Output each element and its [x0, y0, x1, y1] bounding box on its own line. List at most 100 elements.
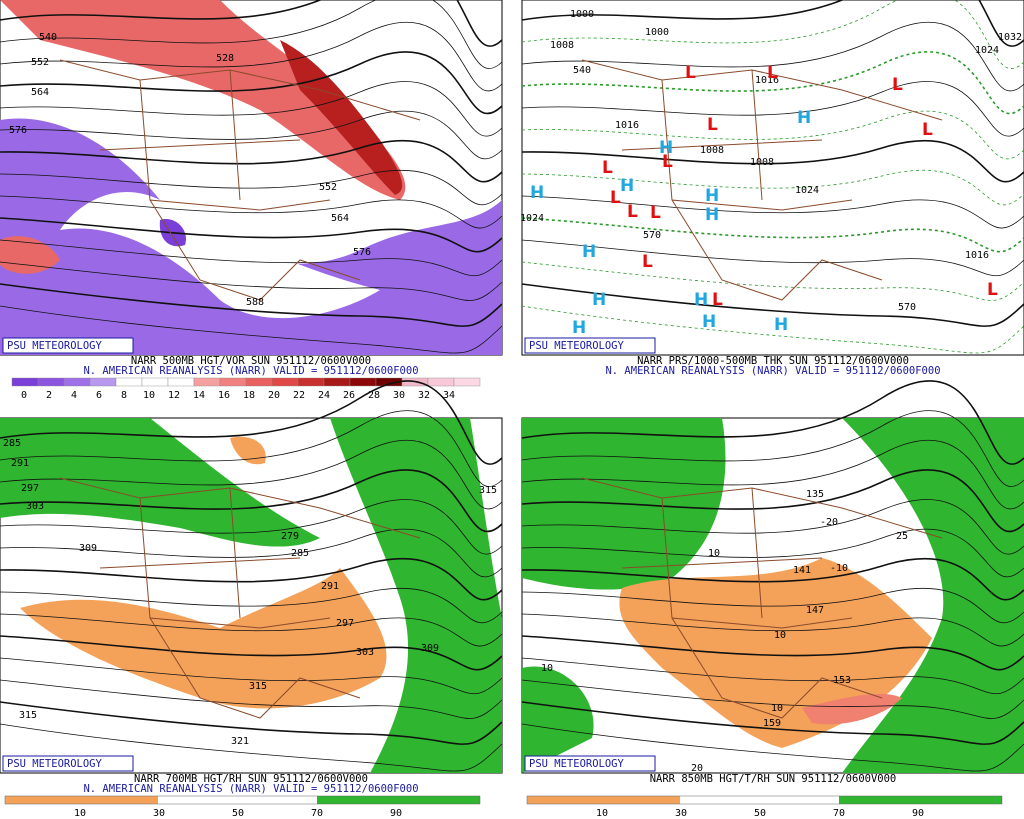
shaded-field — [330, 418, 502, 773]
high-center: H — [797, 108, 811, 128]
shaded-field — [20, 568, 387, 709]
contour-label: 321 — [231, 736, 249, 747]
colorbar-label: 0 — [21, 390, 27, 401]
contour-label: 564 — [331, 213, 349, 224]
contour-line — [0, 0, 503, 47]
colorbar-label: 8 — [121, 390, 127, 401]
contour-label: 1000 — [570, 9, 594, 20]
contour-line — [521, 558, 1024, 601]
colorbar-label: 10 — [74, 808, 86, 819]
colorbar-label: 70 — [311, 808, 323, 819]
contour-line — [0, 261, 503, 301]
contour-label: 309 — [421, 643, 439, 654]
shaded-field — [0, 0, 406, 200]
contour-label: 570 — [643, 230, 661, 241]
colorbar-label: 10 — [143, 390, 155, 401]
map-subtitle: N. AMERICAN REANALYSIS (NARR) VALID = 95… — [83, 365, 418, 377]
map-area — [521, 0, 1024, 356]
contour-line — [521, 51, 1024, 115]
contour-label: 315 — [249, 681, 267, 692]
contour-label: 135 — [806, 489, 824, 500]
contour-label: 540 — [39, 32, 57, 43]
boundaries — [59, 59, 421, 301]
contour-line — [521, 283, 1024, 327]
logo-box — [2, 337, 134, 354]
contour-line — [0, 305, 503, 354]
low-center: L — [650, 203, 661, 223]
contour-line — [521, 701, 1024, 745]
colorbar-label: 50 — [232, 808, 244, 819]
contour-line — [521, 380, 1024, 465]
colorbar-label: 24 — [318, 390, 330, 401]
low-center: L — [922, 120, 933, 140]
low-center: L — [627, 202, 638, 222]
colorbar-segment — [317, 796, 480, 804]
contour-label: 1008 — [700, 145, 724, 156]
contour-line — [521, 0, 1024, 47]
logo: PSU METEOROLOGY — [7, 340, 103, 352]
map-title: NARR PRS/1000-500MB THK SUN 951112/0600V… — [637, 355, 909, 367]
logo: PSU METEOROLOGY — [529, 758, 625, 770]
contour-label: 25 — [896, 531, 908, 542]
low-center: L — [662, 152, 673, 172]
colorbar-label: 28 — [368, 390, 380, 401]
contour-label: 291 — [321, 581, 339, 592]
colorbar-segment — [839, 796, 1002, 804]
contour-label: 303 — [356, 647, 374, 658]
contour-label: 576 — [353, 247, 371, 258]
contour-label: 153 — [833, 675, 851, 686]
map-title: NARR 850MB HGT/T/RH SUN 951112/0600V000 — [650, 773, 897, 785]
colorbar-segment — [219, 377, 247, 387]
contour-line — [0, 51, 503, 115]
contour-line — [0, 239, 503, 277]
shaded-field — [280, 40, 403, 195]
shaded-field — [230, 436, 266, 465]
contour-label: 315 — [19, 710, 37, 721]
contour-label: 1024 — [975, 45, 999, 56]
colorbar-segment — [297, 377, 325, 387]
contour-line — [521, 239, 1024, 277]
contour-label: 285 — [291, 548, 309, 559]
logo-box — [2, 755, 134, 772]
colorbar-label: 90 — [390, 808, 402, 819]
colorbar-label: 30 — [153, 808, 165, 819]
colorbar-label: 4 — [71, 390, 77, 401]
colorbar-label: 18 — [243, 390, 255, 401]
shaded-field — [842, 418, 1024, 773]
map-title: NARR 500MB HGT/VOR SUN 951112/0600V000 — [131, 355, 371, 367]
contour-label: 1032 — [998, 32, 1022, 43]
high-center: H — [705, 205, 719, 225]
colorbar-segment — [37, 377, 65, 387]
contour-line — [0, 613, 503, 647]
contour-line — [521, 528, 1024, 578]
contour-line — [0, 588, 503, 624]
contour-line — [0, 283, 503, 327]
low-center: L — [987, 280, 998, 300]
shaded-field — [522, 666, 594, 773]
low-center: L — [767, 63, 778, 83]
contour-label: 1024 — [520, 213, 544, 224]
shaded-field — [0, 236, 60, 274]
shaded-field — [802, 693, 902, 725]
logo: PSU METEOROLOGY — [529, 340, 625, 352]
map-title: NARR 700MB HGT/RH SUN 951112/0600V000 — [134, 773, 368, 785]
contour-label: 285 — [3, 438, 21, 449]
contour-label: 297 — [21, 483, 39, 494]
colorbar-label: 14 — [193, 390, 205, 401]
colorbar-label: 6 — [96, 390, 102, 401]
contour-line — [0, 110, 503, 160]
contour-line — [521, 81, 1024, 137]
logo-box — [524, 337, 656, 354]
boundaries — [581, 59, 943, 301]
contour-label: 1024 — [795, 185, 819, 196]
contour-line — [0, 499, 503, 555]
boundaries — [581, 477, 943, 719]
colorbar-segment — [527, 796, 681, 804]
contour-label: 1016 — [615, 120, 639, 131]
colorbar-segment — [245, 377, 273, 387]
shaded-field — [0, 118, 502, 355]
contour-label: 10 — [708, 548, 720, 559]
low-center: L — [610, 188, 621, 208]
contour-line — [0, 558, 503, 601]
